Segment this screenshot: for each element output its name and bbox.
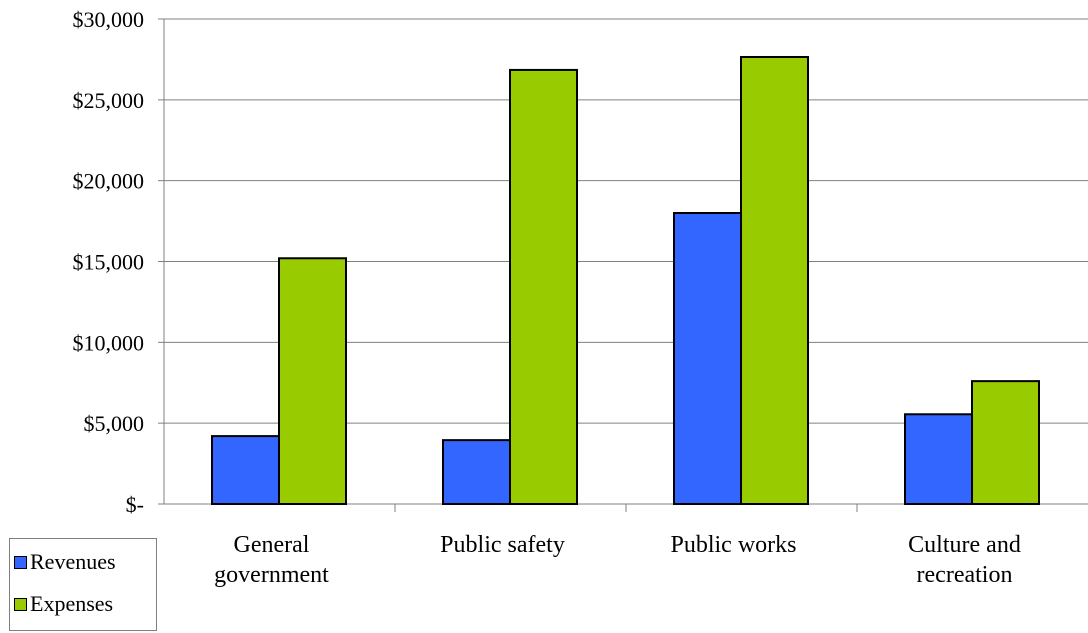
bar-revenues: [211, 435, 280, 506]
y-tick-label: $30,000: [73, 7, 145, 32]
bar-revenues: [673, 212, 742, 505]
x-axis-category-labels: General government Public safety Public wor…: [214, 532, 1021, 588]
bar-expenses: [971, 380, 1040, 505]
bar-expenses: [740, 55, 809, 505]
bar-expenses: [278, 257, 347, 505]
y-tick-label: $-: [126, 492, 144, 517]
y-tick-label: $5,000: [84, 411, 145, 436]
y-tick-label: $15,000: [73, 250, 145, 275]
legend: Revenues Expenses: [9, 538, 157, 631]
bar-expenses: [509, 68, 578, 506]
x-category-label: Public works: [671, 532, 797, 558]
bar-revenues: [442, 439, 511, 505]
y-axis-tick-labels: $- $5,000 $10,000 $15,000 $20,000 $25,000 $30,…: [73, 7, 145, 517]
bars: [211, 55, 1040, 506]
x-category-label: Public safety: [440, 532, 565, 558]
y-tick-label: $10,000: [73, 330, 145, 355]
legend-label-revenues: Revenues: [30, 549, 116, 574]
y-tick-label: $20,000: [73, 169, 145, 194]
bar-revenues: [904, 413, 973, 505]
y-tick-label: $25,000: [73, 88, 145, 113]
legend-swatch-revenues: [14, 555, 27, 569]
legend-item-revenues: Revenues: [14, 549, 116, 575]
x-category-label: Culture and recreation: [908, 532, 1021, 588]
legend-swatch-expenses: [14, 597, 27, 611]
legend-item-expenses: Expenses: [14, 591, 113, 617]
x-category-label: General government: [214, 532, 329, 588]
legend-label-expenses: Expenses: [30, 591, 114, 616]
